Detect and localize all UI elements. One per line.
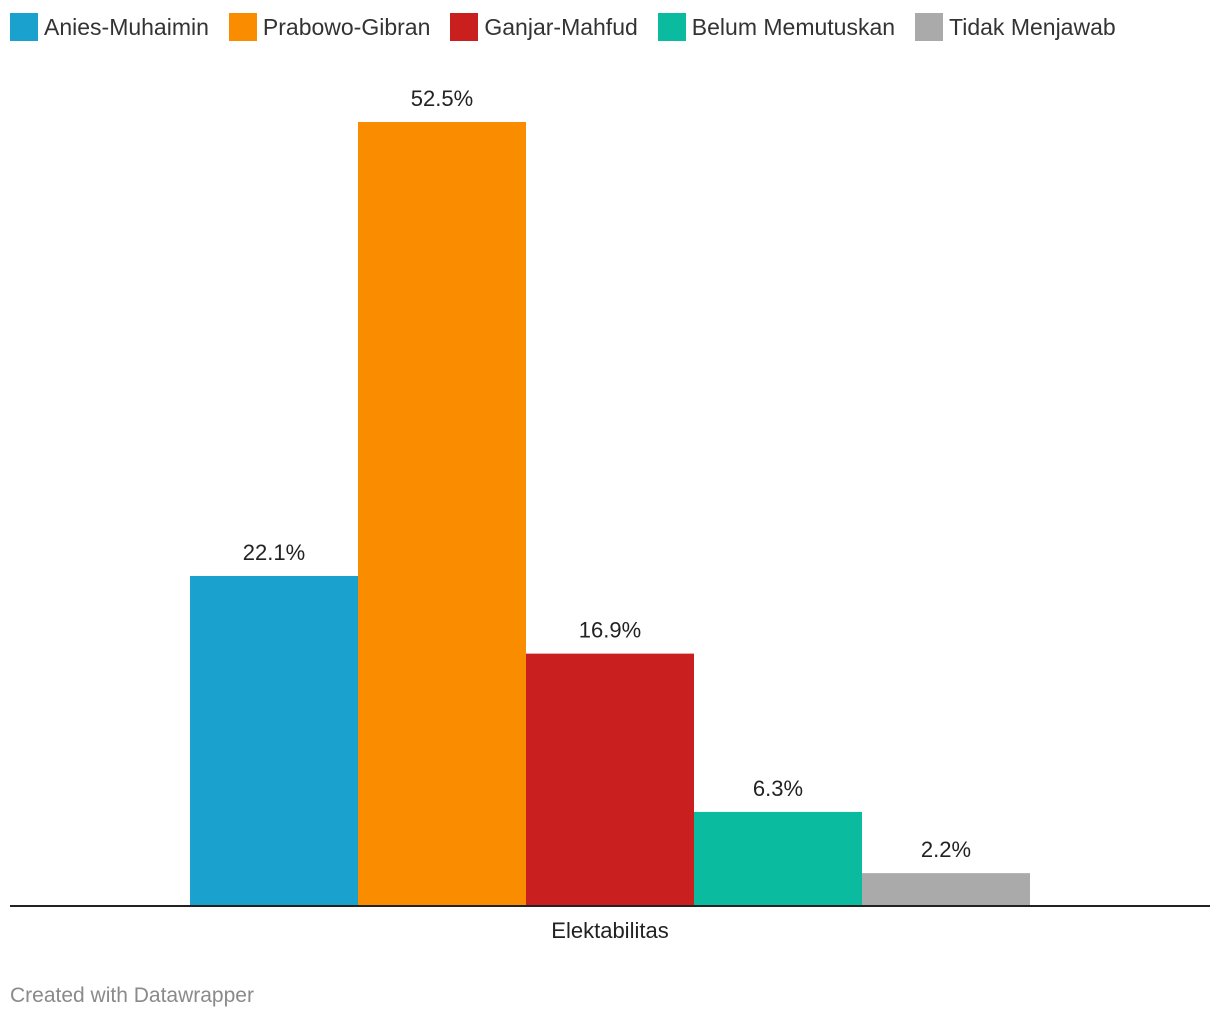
- bar: [694, 811, 862, 906]
- legend-swatch: [10, 13, 38, 41]
- bar-value-label: 16.9%: [579, 618, 641, 643]
- legend-swatch: [228, 13, 257, 41]
- legend-label: Prabowo-Gibran: [262, 13, 431, 40]
- legend-swatch: [915, 13, 944, 41]
- bar: [862, 873, 1030, 906]
- legend-swatch: [450, 13, 479, 41]
- legend-label: Anies-Muhaimin: [44, 13, 209, 40]
- bar-value-label: 22.1%: [243, 540, 305, 565]
- bar-value-label: 52.5%: [411, 86, 473, 111]
- footer-credit: Created with Datawrapper: [10, 984, 254, 1007]
- bar: [358, 122, 526, 906]
- chart-legend: Anies-Muhaimin Prabowo-Gibran Ganjar-Mahfu…: [10, 12, 1136, 42]
- legend-item: Anies-Muhaimin: [10, 13, 209, 41]
- category-labels-group: Elektabilitas: [551, 918, 668, 943]
- legend-label: Tidak Menjawab: [949, 13, 1116, 40]
- legend-item: Belum Memutuskan: [657, 13, 896, 41]
- x-axis-category-label: Elektabilitas: [551, 918, 668, 943]
- legend-item: Prabowo-Gibran: [228, 13, 431, 41]
- legend-label: Ganjar-Mahfud: [484, 13, 638, 40]
- bars-group: [190, 122, 1030, 906]
- value-labels-group: 22.1% 52.5% 16.9% 6.3% 2.2%: [243, 86, 971, 862]
- bar-value-label: 6.3%: [753, 776, 803, 801]
- legend-swatch: [657, 13, 686, 41]
- bar: [190, 575, 358, 906]
- legend-item: Ganjar-Mahfud: [450, 13, 638, 41]
- legend-label: Belum Memutuskan: [691, 13, 896, 40]
- bar: [526, 653, 694, 906]
- legend-item: Tidak Menjawab: [915, 13, 1116, 41]
- bar-value-label: 2.2%: [921, 837, 971, 862]
